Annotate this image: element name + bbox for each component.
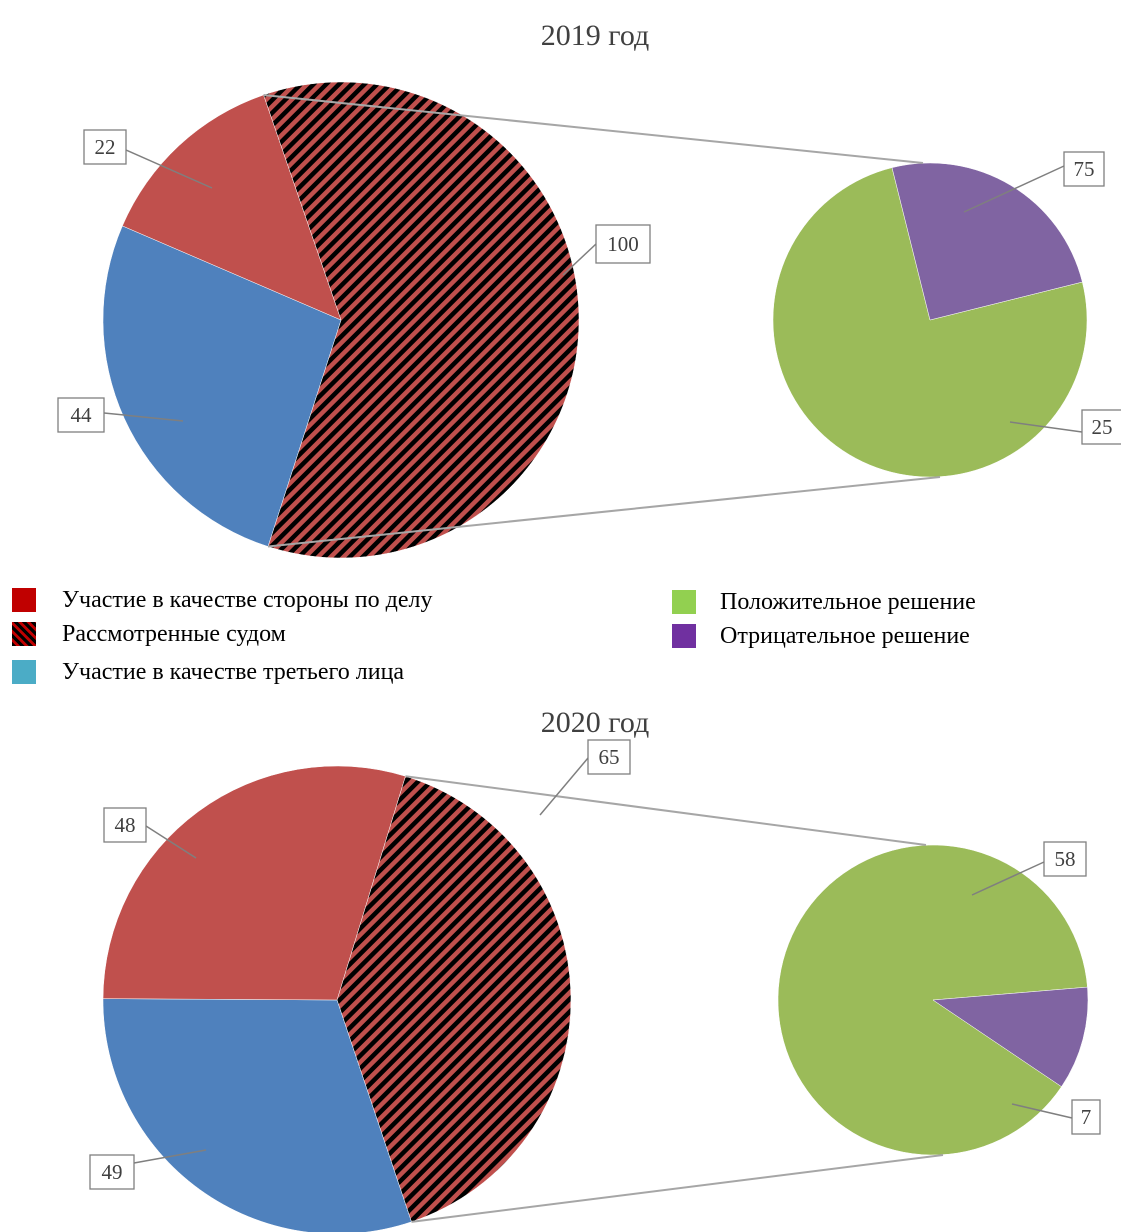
data-label-third: 49 [102, 1160, 123, 1184]
data-label-third: 44 [71, 403, 93, 427]
data-label-side: 22 [95, 135, 116, 159]
slice-positive [772, 167, 1088, 478]
data-label-positive-box [1043, 841, 1087, 877]
data-label-positive: 58 [1055, 847, 1076, 871]
slice-third [102, 225, 342, 547]
legend-swatch-positive [672, 590, 696, 614]
connector-top [263, 93, 924, 164]
data-label-negative-box [1081, 409, 1121, 445]
data-label-side-box [103, 807, 147, 843]
connector-bottom [267, 476, 941, 548]
chart-2: 2020 год [102, 706, 1089, 1232]
legend-label-third: Участие в качестве третьего лица [62, 659, 405, 685]
connector-top [405, 775, 927, 846]
legend-label-positive: Положительное решение [720, 589, 976, 615]
data-label-third-box [89, 1154, 135, 1190]
data-label-reviewed-box [587, 739, 631, 775]
slice-negative [932, 986, 1089, 1088]
slice-third [102, 998, 412, 1232]
data-label-third-leader [103, 412, 184, 422]
legend-swatch-negative [672, 624, 696, 648]
data-label-positive: 75 [1074, 157, 1095, 181]
data-label-side: 48 [115, 813, 136, 837]
data-label-reviewed-leader [562, 243, 597, 276]
data-label-negative-box [1071, 1099, 1101, 1135]
connector-bottom [411, 1154, 944, 1223]
legend-label-side: Участие в качестве стороны по делу [62, 587, 433, 613]
legend-swatch-side [12, 588, 36, 612]
slice-reviewed [336, 775, 572, 1223]
data-label-positive-box [1063, 151, 1105, 187]
slice-side [122, 94, 342, 321]
data-label-reviewed-leader [539, 757, 589, 816]
legend-label-negative: Отрицательное решение [720, 623, 970, 649]
data-label-side-leader [145, 825, 197, 859]
data-label-third-leader [133, 1149, 207, 1164]
data-label-negative-leader [1011, 1103, 1073, 1119]
data-label-side-leader [125, 149, 213, 189]
data-label-reviewed-box [595, 224, 651, 264]
slice-reviewed [263, 81, 580, 559]
legend-swatch-third [12, 660, 36, 684]
data-label-third-box [57, 397, 105, 433]
chart-title: 2020 год [541, 706, 649, 739]
data-label-reviewed: 100 [607, 232, 639, 256]
data-label-negative: 7 [1081, 1105, 1092, 1129]
data-label-positive-leader [971, 861, 1045, 896]
data-label-negative: 25 [1092, 415, 1113, 439]
data-label-negative-leader [1009, 421, 1083, 433]
chart-title: 2019 год [541, 19, 649, 52]
data-label-reviewed: 65 [599, 745, 620, 769]
slice-side [102, 765, 406, 1001]
legend-label-reviewed: Рассмотренные судом [62, 621, 286, 647]
legend-swatch-reviewed [12, 622, 36, 646]
chart-1: 2019 год [102, 19, 1088, 559]
data-label-positive-leader [963, 165, 1065, 213]
data-label-side-box [83, 129, 127, 165]
